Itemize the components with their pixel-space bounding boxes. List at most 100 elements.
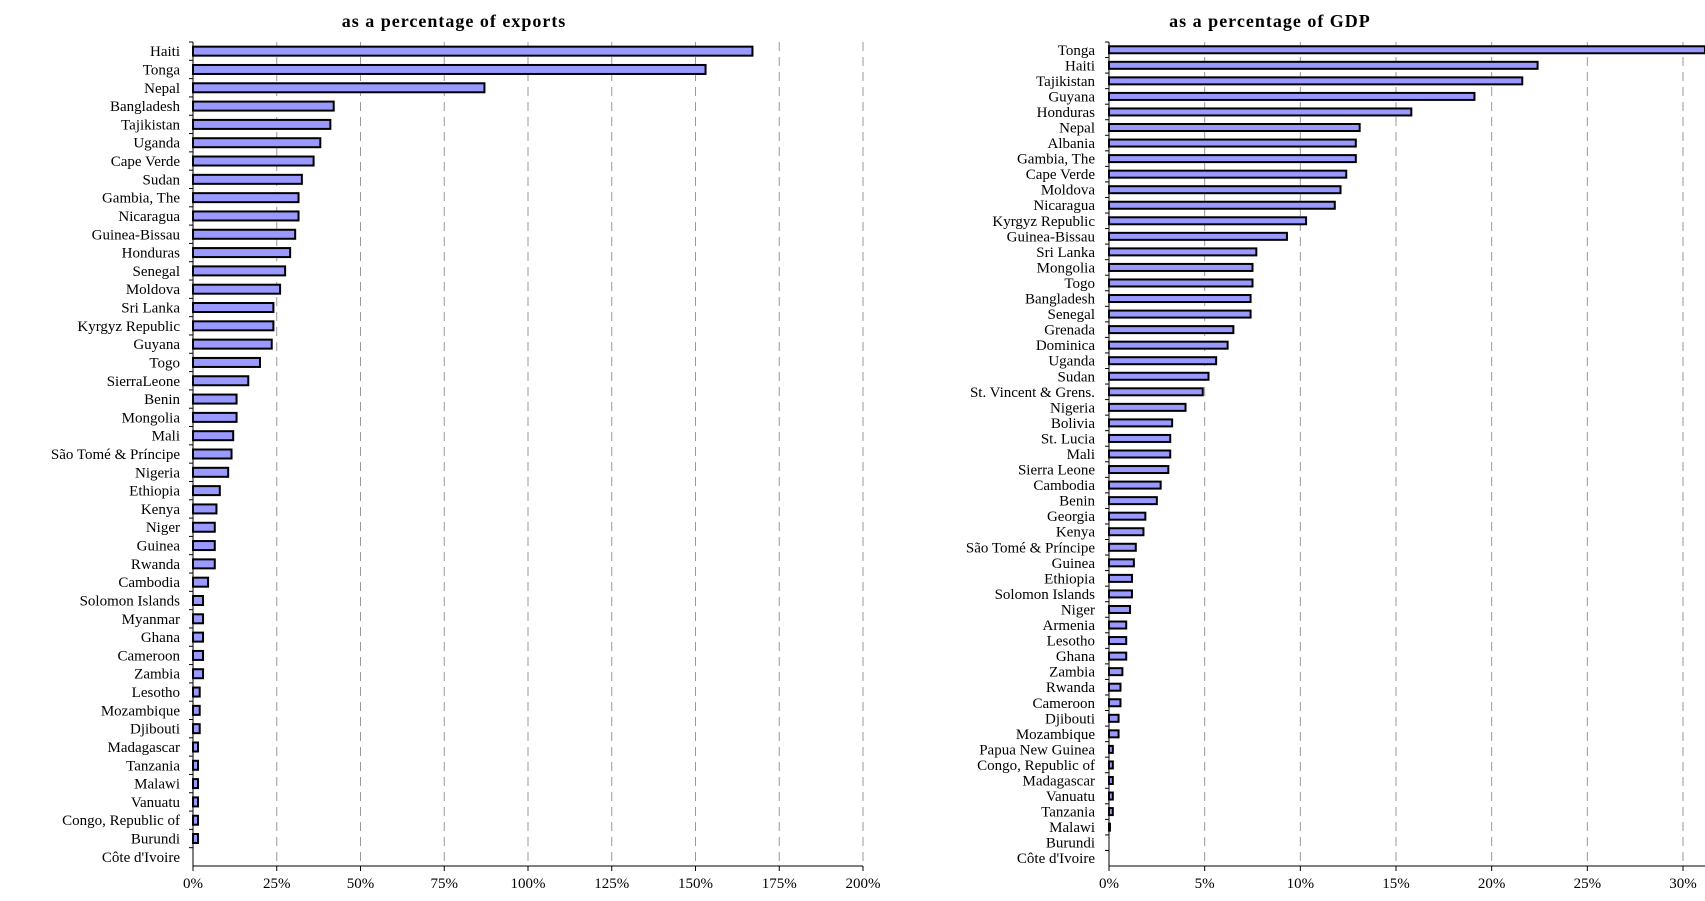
- category-label: Niger: [146, 520, 180, 536]
- bar: [1108, 231, 1288, 241]
- category-label: Sudan: [1058, 369, 1096, 385]
- bar: [192, 265, 287, 277]
- category-label: Tajikistan: [1036, 74, 1095, 90]
- category-label: Mali: [152, 429, 180, 445]
- x-tick-label: 125%: [594, 876, 629, 892]
- bar: [192, 192, 300, 204]
- x-tick-label: 15%: [1382, 876, 1410, 892]
- bar: [192, 155, 315, 167]
- category-label: Madagascar: [1023, 773, 1095, 789]
- bar: [192, 759, 200, 771]
- category-label: Mali: [1067, 447, 1095, 463]
- exports-chart: as a percentage of exports Haiti Tonga Nep…: [51, 11, 881, 892]
- bar: [192, 448, 233, 460]
- bar: [1108, 573, 1133, 583]
- bar: [192, 521, 216, 533]
- category-label: Côte d'Ivoire: [1017, 851, 1095, 867]
- bar: [192, 833, 200, 845]
- x-tick-label: 75%: [431, 876, 459, 892]
- bar: [192, 63, 707, 75]
- category-label: Nicaragua: [118, 209, 180, 225]
- category-label: Mozambique: [1016, 727, 1095, 743]
- category-label: Solomon Islands: [995, 587, 1096, 603]
- category-label: Grenada: [1044, 323, 1095, 339]
- bar: [192, 796, 200, 808]
- bar: [1108, 775, 1114, 785]
- bar: [1108, 309, 1252, 319]
- bar: [1108, 76, 1524, 86]
- bar: [192, 503, 218, 515]
- category-label: Burundi: [1046, 836, 1095, 852]
- bar: [192, 82, 486, 94]
- bar: [1108, 496, 1158, 506]
- bar: [1108, 216, 1308, 226]
- category-label: Senegal: [133, 264, 180, 280]
- x-tick-label: 25%: [1574, 876, 1602, 892]
- bar: [1108, 465, 1170, 475]
- x-tick-label: 25%: [263, 876, 291, 892]
- category-label: Papua New Guinea: [979, 742, 1095, 758]
- category-label: Nigeria: [135, 465, 180, 481]
- category-label: Kyrgyz Republic: [992, 214, 1095, 230]
- category-label: Togo: [149, 355, 180, 371]
- category-label: Myanmar: [122, 612, 180, 628]
- x-tick-label: 50%: [347, 876, 375, 892]
- category-label: Mongolia: [122, 410, 181, 426]
- bar: [1108, 262, 1254, 272]
- category-label: Ghana: [1056, 649, 1095, 665]
- bar: [192, 723, 201, 735]
- category-label: Cape Verde: [111, 154, 181, 170]
- category-label: Georgia: [1047, 509, 1095, 525]
- category-label: São Tomé & Príncipe: [966, 540, 1095, 556]
- category-label: Benin: [144, 392, 180, 408]
- bar: [1108, 325, 1235, 335]
- category-label: Rwanda: [131, 557, 180, 573]
- bar: [1108, 294, 1252, 304]
- bar: [1108, 527, 1145, 537]
- category-label: St. Lucia: [1041, 431, 1095, 447]
- bar: [192, 576, 210, 588]
- category-label: Kyrgyz Republic: [77, 319, 180, 335]
- category-label: Armenia: [1043, 618, 1096, 634]
- bar: [192, 393, 238, 405]
- category-label: Nepal: [144, 81, 180, 97]
- category-label: Cambodia: [118, 575, 180, 591]
- category-label: Gambia, The: [1017, 152, 1095, 168]
- category-label: Guinea: [137, 539, 181, 555]
- bar: [1108, 387, 1204, 397]
- bar: [1108, 604, 1132, 614]
- bar: [1108, 45, 1705, 55]
- category-label: Tonga: [143, 62, 181, 78]
- bar: [1108, 589, 1133, 599]
- x-tick-label: 10%: [1287, 876, 1315, 892]
- bar: [192, 137, 322, 149]
- category-label: Tanzania: [126, 758, 180, 774]
- category-label: Sri Lanka: [1036, 245, 1095, 261]
- bar: [1108, 138, 1357, 148]
- category-label: Honduras: [122, 246, 180, 262]
- bar: [192, 118, 332, 130]
- x-tick-label: 100%: [511, 876, 546, 892]
- bar: [192, 594, 205, 606]
- category-label: Tanzania: [1041, 805, 1095, 821]
- category-label: Lesotho: [132, 685, 180, 701]
- x-tick-label: 5%: [1195, 876, 1215, 892]
- bar: [192, 100, 335, 112]
- bar: [192, 540, 216, 552]
- category-label: Burundi: [131, 832, 180, 848]
- bar: [192, 613, 205, 625]
- bar: [192, 686, 201, 698]
- category-label: St. Vincent & Grens.: [970, 385, 1095, 401]
- bar: [192, 356, 261, 368]
- bar: [192, 228, 297, 240]
- category-label: Benin: [1059, 494, 1095, 510]
- category-label: Kenya: [141, 502, 180, 518]
- category-label: São Tomé & Príncipe: [51, 447, 180, 463]
- bar: [1108, 60, 1539, 70]
- bar: [192, 814, 200, 826]
- category-label: Uganda: [133, 136, 180, 152]
- bar: [192, 45, 754, 57]
- category-label: Guinea: [1052, 556, 1096, 572]
- bar: [1108, 371, 1210, 381]
- bar: [192, 320, 275, 332]
